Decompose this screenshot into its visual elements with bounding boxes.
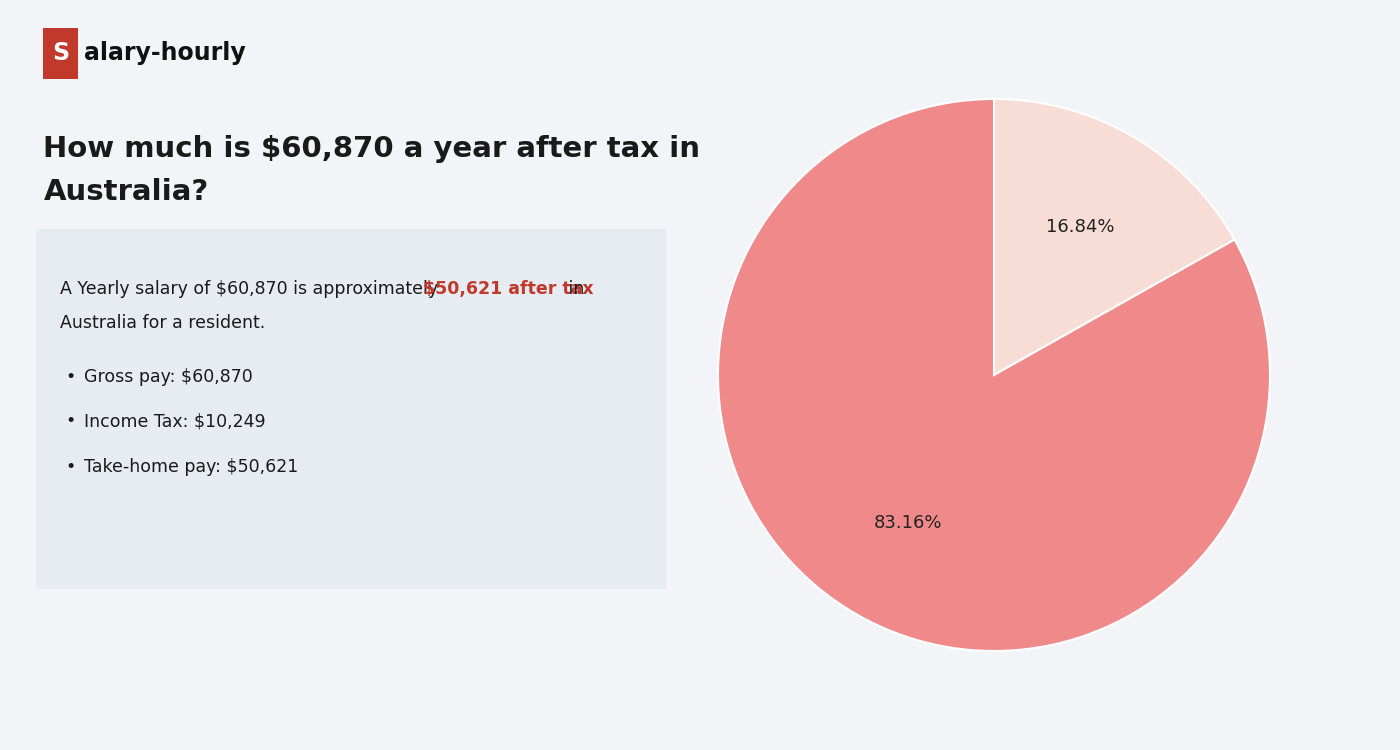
Text: Australia?: Australia? (43, 178, 209, 206)
Text: Australia for a resident.: Australia for a resident. (59, 314, 265, 332)
Text: alary-hourly: alary-hourly (84, 41, 246, 65)
Text: •: • (64, 413, 76, 430)
Text: A Yearly salary of $60,870 is approximately: A Yearly salary of $60,870 is approximat… (59, 280, 444, 298)
Text: in: in (563, 280, 585, 298)
FancyBboxPatch shape (36, 229, 666, 589)
Text: 83.16%: 83.16% (874, 514, 942, 532)
Text: Take-home pay: $50,621: Take-home pay: $50,621 (84, 458, 298, 476)
Text: $50,621 after tax: $50,621 after tax (423, 280, 594, 298)
Text: Income Tax: $10,249: Income Tax: $10,249 (84, 413, 266, 430)
FancyBboxPatch shape (43, 28, 78, 79)
Text: 16.84%: 16.84% (1046, 218, 1114, 236)
Text: •: • (64, 368, 76, 386)
Text: S: S (52, 41, 70, 65)
Text: •: • (64, 458, 76, 476)
Text: How much is $60,870 a year after tax in: How much is $60,870 a year after tax in (43, 135, 700, 163)
Wedge shape (994, 99, 1235, 375)
Wedge shape (718, 99, 1270, 651)
Text: Gross pay: $60,870: Gross pay: $60,870 (84, 368, 253, 386)
